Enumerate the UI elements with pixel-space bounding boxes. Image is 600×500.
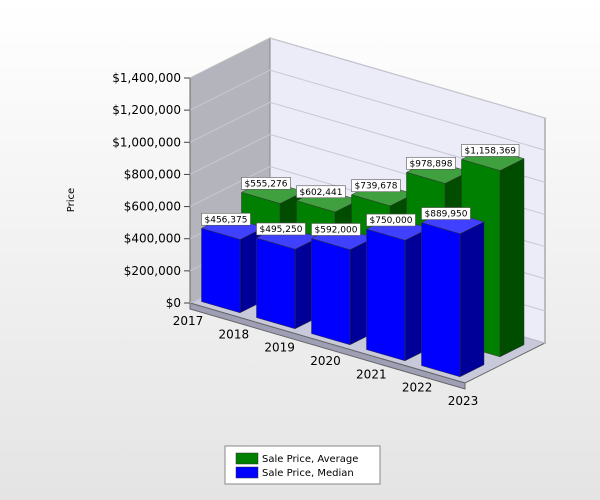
data-label: $592,000 (315, 225, 358, 235)
y-tick-label: $1,400,000 (112, 71, 181, 85)
data-label: $456,375 (205, 215, 248, 225)
y-tick-label: $600,000 (124, 200, 181, 214)
y-tick-label: $400,000 (124, 232, 181, 246)
legend-label: Sale Price, Average (262, 454, 358, 465)
y-tick-label: $1,200,000 (112, 103, 181, 117)
data-label-box (296, 185, 346, 199)
data-label: $1,158,369 (465, 146, 517, 156)
bar-side (459, 221, 485, 378)
x-tick-label: 2018 (219, 327, 250, 341)
data-label-box (351, 179, 401, 193)
data-label-box (406, 156, 456, 170)
x-tick-label: 2023 (448, 394, 479, 408)
data-label-box (201, 212, 251, 226)
x-tick-label: 2022 (402, 381, 433, 395)
data-label: $739,678 (355, 182, 398, 192)
data-label-box (421, 207, 471, 220)
bar-side (499, 158, 525, 358)
data-label-box (241, 177, 291, 190)
y-tick-label: $800,000 (124, 167, 181, 181)
grid-line (189, 101, 546, 183)
data-label: $602,441 (300, 188, 343, 198)
data-label: $978,898 (410, 159, 453, 169)
data-label-box (461, 144, 520, 157)
x-tick-label: 2017 (173, 314, 204, 328)
legend-swatch (235, 452, 259, 465)
data-label-box (366, 213, 416, 227)
y-tick-label: $1,000,000 (112, 135, 181, 149)
y-tick-label: $0 (166, 296, 181, 310)
bar-front (366, 228, 406, 362)
bar (420, 210, 485, 378)
bar (255, 225, 320, 330)
data-label-box (256, 222, 306, 236)
x-tick-label: 2020 (310, 354, 341, 368)
bar-front (201, 227, 241, 314)
x-tick-label: 2021 (356, 367, 387, 381)
floor-edge (189, 302, 466, 390)
bar-front (421, 222, 461, 378)
legend-label: Sale Price, Median (262, 468, 354, 479)
bar-front (256, 237, 296, 330)
data-label: $889,950 (425, 210, 468, 220)
data-label: $750,000 (370, 216, 413, 226)
legend-swatch (235, 466, 259, 479)
y-tick-label: $200,000 (124, 264, 181, 278)
bar (365, 216, 430, 362)
data-label-box (311, 223, 361, 236)
bar-front (311, 238, 351, 346)
bar (310, 226, 375, 346)
x-tick-label: 2019 (264, 341, 295, 355)
grid-line (189, 37, 546, 119)
data-label: $555,276 (245, 179, 288, 189)
grid-line (189, 69, 546, 151)
bar (200, 215, 265, 314)
y-axis-title: Price (66, 188, 77, 212)
data-label: $495,250 (260, 225, 303, 235)
